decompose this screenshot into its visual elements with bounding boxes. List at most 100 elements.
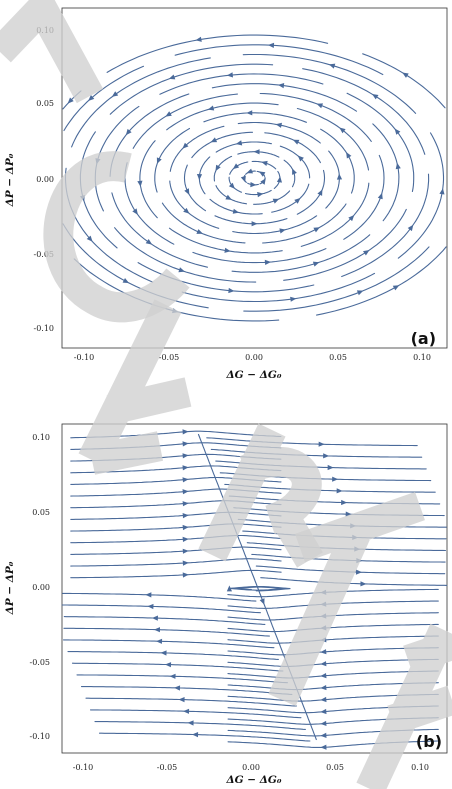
panel-b-arrowhead	[178, 697, 185, 703]
panel-a-arrowhead	[439, 188, 445, 195]
panel-b-y-tick-label: 0.00	[32, 583, 50, 592]
panel-b-streamline	[63, 616, 266, 625]
panel-b-x-tick-label: -0.10	[73, 763, 94, 772]
panel-b-x-tick-label: 0.00	[242, 763, 260, 772]
panel-a-arrowhead	[207, 105, 215, 111]
panel-a-streamline	[211, 83, 358, 112]
panel-a-streamline	[168, 227, 283, 254]
panel-a-arrowhead	[275, 122, 282, 128]
panel-a-arrowhead	[317, 189, 323, 196]
panel-a-y-tick-label: 0.05	[36, 99, 54, 108]
panel-a-label: (a)	[411, 329, 436, 348]
panel-a-arrowhead	[328, 63, 336, 69]
panel-b-arrowhead	[320, 661, 327, 667]
panel-a-arrowhead	[111, 91, 119, 97]
panel-a-streamline	[316, 246, 447, 316]
panel-b-arrowhead	[182, 441, 189, 447]
panel-a-arrowhead	[336, 173, 343, 180]
panel-b-streamline	[206, 437, 418, 447]
panel-b-streamline	[63, 627, 270, 637]
panel-a-x-tick-label: 0.00	[245, 353, 263, 362]
panel-a-streamline	[215, 141, 272, 153]
panel-b-arrowhead	[320, 696, 327, 703]
panel-a-arrowhead	[312, 261, 320, 267]
panel-a-streamline	[341, 173, 430, 278]
panel-b-streamline	[61, 604, 261, 614]
panel-a-arrowhead	[224, 247, 231, 253]
panel-a-streamline	[300, 182, 370, 247]
panel-b-arrowhead	[320, 744, 327, 750]
panel-b-y-tick-label: 0.05	[32, 508, 50, 517]
panel-a-arrowhead	[246, 168, 253, 174]
panel-a-arrowhead	[210, 137, 218, 143]
panel-a-arrowhead	[356, 290, 364, 296]
panel-a-arrowhead	[392, 285, 400, 291]
panel-b-arrowhead	[320, 649, 327, 655]
panel-a-arrowhead	[137, 180, 143, 187]
panel-a-arrowhead	[145, 239, 153, 245]
panel-b-streamline	[70, 523, 282, 532]
panel-a-streamline	[262, 203, 347, 244]
panel-b-x-tick-label: 0.05	[326, 763, 344, 772]
panel-a-streamline	[397, 132, 445, 259]
panel-a-arrowhead	[402, 72, 409, 78]
panel-b-x-axis-label: ΔG − ΔG₀	[226, 774, 282, 786]
panel-a-streamline	[271, 183, 310, 213]
panel-a-arrowhead	[407, 224, 414, 232]
panel-a-arrowhead	[240, 175, 246, 183]
panel-b-arrowhead	[182, 572, 189, 578]
panel-a-arrowhead	[377, 192, 383, 200]
panel-a-x-ticks: -0.10 -0.05 0.00 0.05 0.10	[74, 353, 431, 362]
panel-a-streamline	[124, 162, 175, 245]
panel-b-arrowhead	[160, 650, 167, 656]
panel-a-streamline	[183, 164, 207, 212]
panel-a-streamlines	[62, 34, 447, 322]
panel-a-arrowhead	[257, 192, 264, 198]
panel-b-arrowhead	[182, 536, 189, 542]
panel-a-arrowhead	[264, 259, 271, 265]
panel-b-arrowhead	[174, 685, 181, 691]
panel-b-arrowhead	[320, 732, 327, 738]
panel-b-arrowhead	[320, 685, 327, 691]
panel-a-streamline	[114, 227, 257, 283]
panel-a-streamline	[232, 215, 318, 235]
panel-b-arrowhead	[355, 569, 362, 575]
panel-a-arrowhead	[292, 139, 300, 145]
panel-b-arrowhead	[332, 476, 339, 482]
panel-b-arrowhead	[187, 720, 194, 726]
panel-a-streamline	[229, 161, 249, 175]
panel-a-x-tick-label: -0.05	[159, 353, 180, 362]
panel-b-arrowhead	[156, 638, 163, 644]
panel-a-arrowhead	[228, 182, 235, 189]
panel-a-streamline	[174, 44, 384, 76]
panel-b-arrowhead	[182, 465, 189, 471]
panel-a-streamline	[259, 92, 372, 142]
panel-a-streamline	[325, 150, 340, 209]
panel-a-streamline	[139, 140, 158, 219]
panel-a-streamline	[169, 125, 225, 172]
panel-b-arrowhead	[182, 453, 189, 459]
panel-a-arrowhead	[316, 103, 323, 109]
panel-a-arrowhead	[253, 149, 260, 155]
panel-a-arrowhead	[272, 198, 280, 204]
panel-a-streamline	[71, 57, 211, 148]
panel-b-streamline	[70, 546, 282, 555]
panel-b-y-tick-label: -0.10	[29, 732, 50, 741]
panel-a-arrowhead	[132, 208, 138, 215]
panel-a-arrowhead	[165, 111, 172, 117]
panel-a-arrowhead	[297, 155, 304, 162]
panel-a-arrowhead	[215, 164, 221, 172]
panel-a-arrowhead	[251, 221, 258, 227]
panel-a-arrowhead	[246, 110, 253, 116]
panel-b-arrowhead	[169, 673, 176, 679]
panel-a-streamline	[203, 112, 307, 123]
panel-a-y-ticks: 0.10 0.05 0.00 -0.05 -0.10	[33, 26, 54, 333]
watermark-letter-e-2	[356, 623, 452, 789]
panel-a-arrowhead	[261, 160, 268, 166]
panel-b-streamline	[67, 651, 279, 660]
panel-b-streamline	[89, 709, 302, 719]
panel-b-arrowhead	[192, 732, 199, 738]
panel-a-arrowhead	[125, 128, 132, 136]
panel-a-streamline	[372, 123, 400, 222]
panel-a-streamline	[109, 63, 274, 115]
